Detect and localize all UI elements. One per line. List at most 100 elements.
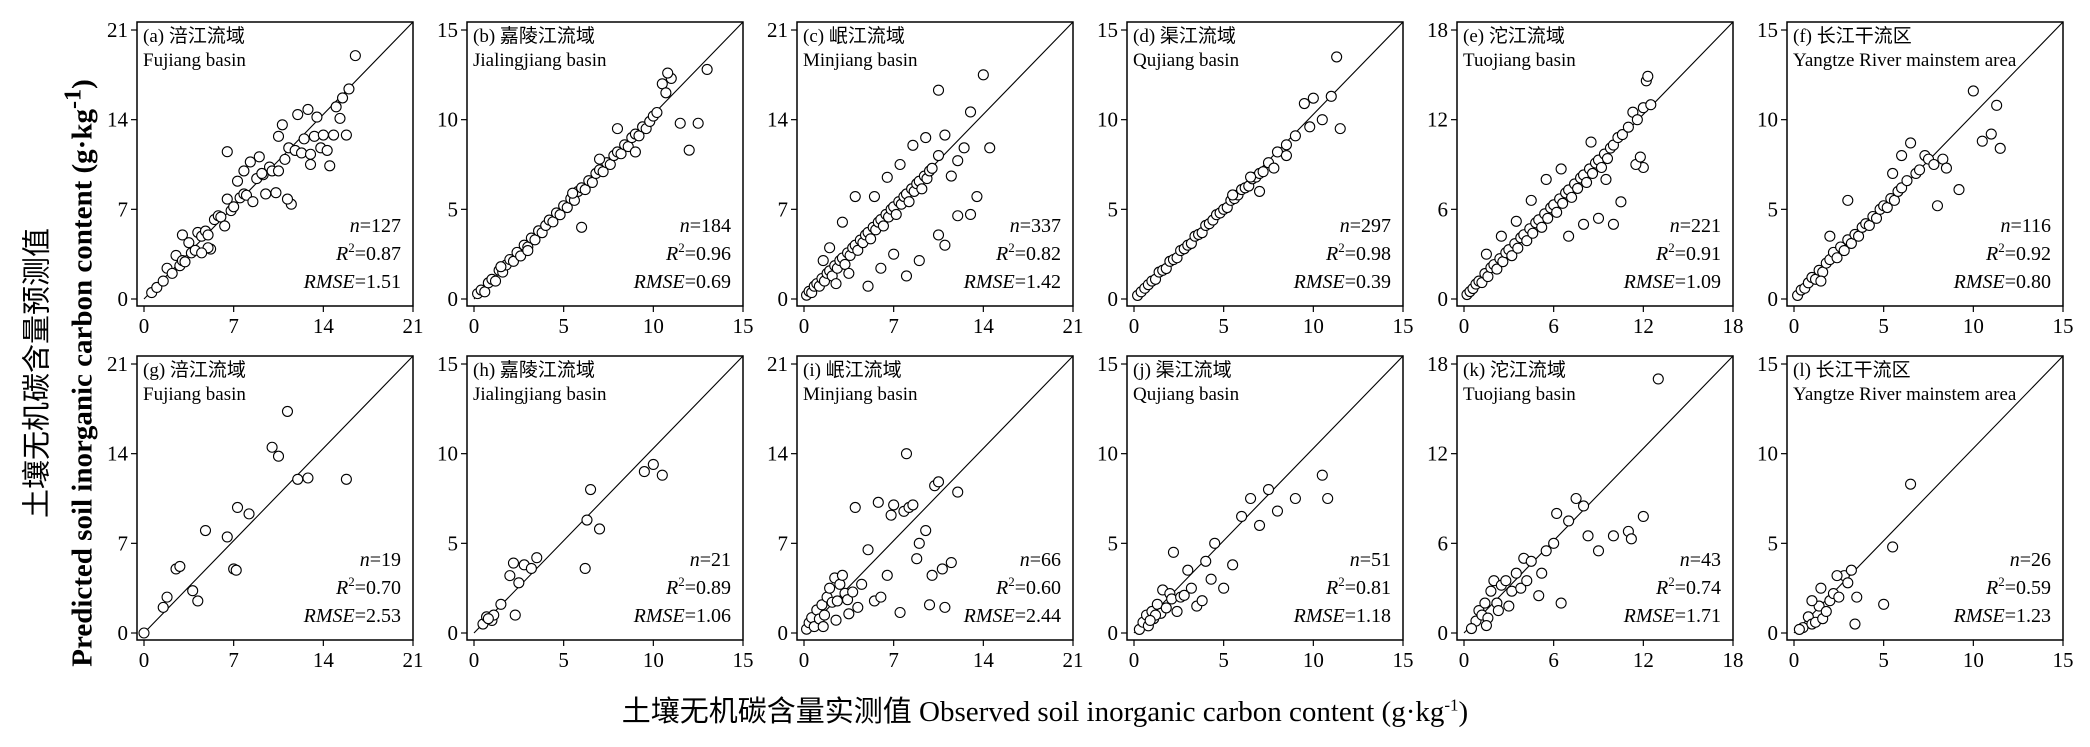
x-tick-label-d: 15	[1393, 314, 1414, 338]
data-point-c	[817, 255, 829, 267]
panel-title-en-f: Yangtze River mainstem area	[1793, 50, 2017, 71]
data-point-h	[509, 609, 521, 621]
panel-frame-k	[1456, 355, 1734, 641]
data-point-i	[888, 499, 900, 511]
data-point-c	[890, 208, 902, 221]
data-point-g	[157, 601, 169, 613]
y-tick-label-d: 10	[1097, 108, 1118, 132]
one-to-one-line-l	[1793, 355, 2064, 634]
data-point-j	[1178, 589, 1190, 601]
data-point-b	[674, 117, 686, 129]
data-point-e	[1586, 167, 1599, 180]
data-point-k	[1465, 622, 1478, 635]
data-point-a	[202, 229, 214, 241]
y-tick-label-b: 0	[448, 287, 459, 311]
x-tick-label-k: 12	[1633, 648, 1654, 672]
data-point-i	[945, 556, 957, 569]
data-point-d	[1316, 114, 1328, 126]
x-tick-label-k: 18	[1723, 648, 1744, 672]
data-point-f	[1913, 164, 1926, 176]
data-point-c	[945, 170, 957, 182]
data-point-c	[939, 239, 951, 251]
data-point-k	[1551, 507, 1563, 519]
data-point-j	[1144, 614, 1156, 626]
x-tick-label-g: 14	[313, 648, 335, 672]
data-point-f	[1994, 142, 2006, 154]
x-tick-label-k: 0	[1459, 648, 1470, 672]
data-point-g	[302, 472, 314, 484]
data-point-c	[926, 162, 938, 174]
y-tick-label-i: 14	[767, 442, 789, 466]
y-tick-label-c: 7	[778, 197, 789, 221]
data-point-k	[1485, 585, 1497, 597]
data-point-l	[1815, 582, 1827, 594]
data-point-e	[1580, 176, 1593, 188]
stat-r2-l: R2=0.59	[1985, 574, 2051, 599]
data-point-k	[1592, 545, 1605, 557]
data-point-f	[1842, 194, 1854, 206]
data-point-k	[1637, 510, 1649, 522]
x-tick-label-l: 5	[1878, 648, 1889, 672]
data-point-b	[611, 123, 624, 135]
x-tick-label-i: 0	[799, 648, 810, 672]
stat-rmse-f: RMSE=0.80	[1953, 271, 2051, 293]
data-point-a	[238, 165, 250, 177]
data-point-j	[1253, 519, 1266, 531]
panel-title-cn-b: (b) 嘉陵江流域	[473, 25, 595, 47]
x-tick-label-i: 7	[888, 648, 899, 672]
data-point-j	[1171, 605, 1183, 618]
y-tick-label-b: 10	[437, 108, 458, 132]
panel-title-en-a: Fujiang basin	[143, 50, 246, 71]
data-point-i	[847, 586, 859, 598]
data-point-h	[531, 552, 543, 564]
x-tick-label-e: 12	[1633, 314, 1654, 338]
stat-n-d: n=297	[1340, 215, 1391, 237]
data-point-i	[836, 569, 848, 581]
x-tick-label-b: 5	[558, 314, 569, 338]
x-tick-label-i: 14	[973, 648, 995, 672]
data-point-g	[272, 450, 285, 462]
data-point-h	[647, 458, 659, 470]
data-point-j	[1271, 505, 1284, 517]
data-point-e	[1634, 151, 1646, 163]
data-point-c	[868, 190, 881, 203]
data-point-f	[1824, 230, 1836, 242]
panel-frame-a	[136, 21, 414, 307]
data-point-e	[1615, 196, 1627, 208]
y-tick-label-e: 6	[1438, 197, 1449, 221]
x-tick-label-c: 0	[799, 314, 810, 338]
data-point-a	[253, 151, 265, 163]
panel-title-cn-d: (d) 渠江流域	[1133, 25, 1236, 47]
data-point-g	[340, 473, 352, 485]
data-point-k	[1625, 533, 1637, 545]
y-tick-label-a: 14	[107, 108, 129, 132]
data-point-e	[1542, 212, 1554, 224]
data-point-g	[192, 595, 204, 607]
data-point-e	[1551, 206, 1563, 218]
data-point-i	[926, 569, 938, 581]
y-tick-label-d: 0	[1108, 287, 1119, 311]
y-axis-label: 土壤无机碳含量预测值 Predicted soil inorganic carb…	[0, 0, 120, 747]
panel-frame-i	[796, 355, 1074, 641]
y-tick-label-i: 21	[767, 352, 788, 376]
data-point-e	[1510, 215, 1522, 227]
data-point-j	[1316, 469, 1328, 481]
data-point-f	[1953, 184, 1965, 196]
data-point-k	[1652, 373, 1664, 385]
data-point-a	[324, 160, 336, 172]
x-tick-label-l: 0	[1789, 648, 1800, 672]
data-point-i	[913, 537, 925, 549]
stat-r2-c: R2=0.82	[995, 240, 1061, 265]
x-tick-label-a: 0	[139, 314, 150, 338]
y-tick-label-f: 5	[1768, 197, 1779, 221]
data-point-g	[266, 441, 278, 453]
stat-rmse-b: RMSE=0.69	[633, 271, 731, 293]
data-point-e	[1592, 212, 1605, 224]
data-point-l	[1820, 605, 1832, 618]
panel-frame-h	[466, 355, 744, 641]
data-point-i	[852, 601, 864, 613]
data-point-c	[916, 183, 928, 195]
x-axis-label-cn: 土壤无机碳含量实测值	[621, 696, 912, 728]
stat-n-g: n=19	[360, 549, 401, 571]
stat-r2-e: R2=0.91	[1655, 240, 1721, 265]
